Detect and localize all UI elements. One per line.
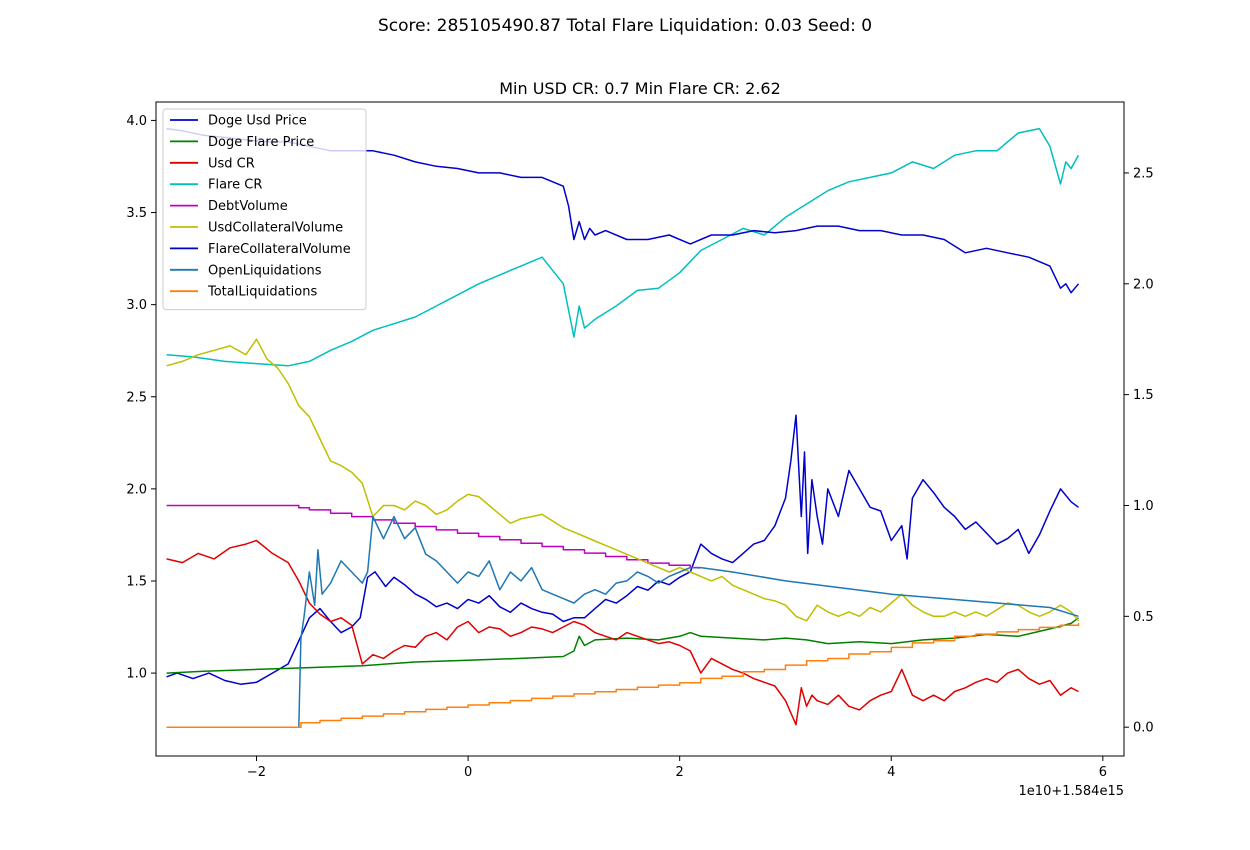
- x-tick-label: 4: [887, 765, 895, 780]
- y-right-tick-label: 0.0: [1133, 721, 1154, 736]
- x-tick-label: 6: [1099, 765, 1107, 780]
- series-line-usd-cr: [166, 539, 1079, 726]
- series-line-flare-cr: [166, 127, 1080, 367]
- legend-label-debtvolume: DebtVolume: [208, 199, 288, 214]
- series-line-totalliquidations: [166, 623, 1080, 728]
- y-left-tick-label: 3.0: [126, 298, 147, 313]
- y-axis-left: 1.0 1.5 2.0 2.5 3.0 3.5 4.0: [126, 114, 156, 682]
- y-left-tick-label: 1.0: [126, 667, 147, 682]
- legend-label-totalliquidations: TotalLiquidations: [207, 285, 317, 300]
- y-left-tick-label: 3.5: [126, 206, 147, 221]
- y-left-tick-label: 1.5: [126, 574, 147, 589]
- legend-label-usd-cr: Usd CR: [208, 156, 255, 171]
- y-right-tick-label: 2.0: [1133, 277, 1154, 292]
- y-right-tick-label: 1.5: [1133, 388, 1154, 403]
- x-axis: −2 0 2 4 6: [247, 756, 1107, 780]
- series-line-debtvolume: [166, 504, 700, 569]
- legend-label-doge-usd-price: Doge Usd Price: [208, 114, 307, 129]
- series-line-usdcollateralvolume: [166, 338, 1080, 622]
- y-left-tick-label: 2.5: [126, 390, 147, 405]
- x-offset-label: 1e10+1.584e15: [1019, 784, 1124, 799]
- legend: Doge Usd Price Doge Flare Price Usd CR Flar…: [162, 108, 367, 311]
- x-tick-label: 2: [676, 765, 684, 780]
- series-line-doge-usd-price: [166, 414, 1079, 685]
- y-right-tick-label: 1.0: [1133, 499, 1154, 514]
- legend-label-flarecollateralvolume: FlareCollateralVolume: [208, 242, 351, 257]
- y-left-tick-label: 2.0: [126, 482, 147, 497]
- x-tick-label: −2: [247, 765, 266, 780]
- legend-label-doge-flare-price: Doge Flare Price: [208, 135, 314, 150]
- series-layer: [166, 127, 1080, 728]
- y-right-tick-label: 0.5: [1133, 610, 1154, 625]
- legend-box: [162, 108, 367, 311]
- y-axis-right: 0.0 0.5 1.0 1.5 2.0 2.5: [1124, 166, 1154, 736]
- x-tick-label: 0: [464, 765, 472, 780]
- series-line-doge-flare-price: [166, 617, 1079, 674]
- y-right-tick-label: 2.5: [1133, 166, 1154, 181]
- chart-title: Min USD CR: 0.7 Min Flare CR: 2.62: [499, 79, 781, 98]
- chart-suptitle: Score: 285105490.87 Total Flare Liquidat…: [378, 16, 872, 36]
- series-line-openliquidations: [166, 515, 1079, 728]
- legend-label-flare-cr: Flare CR: [208, 178, 262, 193]
- plot-frame: [155, 101, 1125, 757]
- y-left-tick-label: 4.0: [126, 114, 147, 129]
- legend-label-openliquidations: OpenLiquidations: [208, 263, 322, 278]
- legend-label-usdcollateralvolume: UsdCollateralVolume: [208, 221, 343, 236]
